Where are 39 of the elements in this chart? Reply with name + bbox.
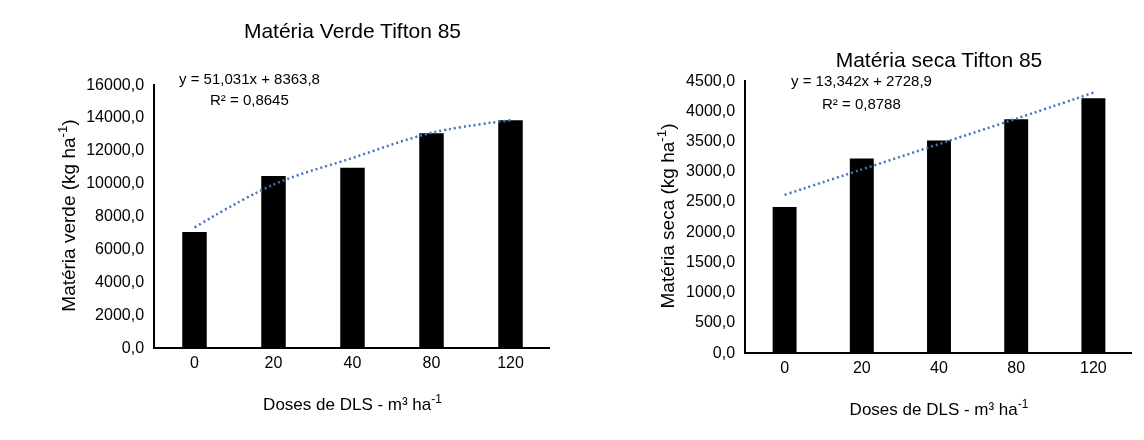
y-tick-label: 1000,0 bbox=[686, 283, 736, 301]
y-tick-label: 0,0 bbox=[712, 343, 736, 361]
x-axis-title: Doses de DLS - m³ ha$^{-1}$ bbox=[263, 391, 443, 415]
y-tick-label: 14000,0 bbox=[86, 108, 145, 126]
chart-title: Matéria Verde Tifton 85 bbox=[243, 19, 462, 43]
y-tick-label: 500,0 bbox=[695, 313, 736, 331]
x-tick-label: 20 bbox=[852, 359, 871, 377]
annotation: y = 13,342x + 2728,9 bbox=[791, 72, 932, 89]
x-tick-label: 0 bbox=[190, 354, 200, 372]
y-tick-label: 6000,0 bbox=[95, 239, 145, 257]
x-tick-label: 40 bbox=[930, 359, 948, 377]
y-tick-label: 2000,0 bbox=[95, 305, 145, 323]
chart-title: Matéria seca Tifton 85 bbox=[835, 47, 1043, 71]
x-tick-label: 0 bbox=[780, 359, 790, 377]
y-tick-label: 2500,0 bbox=[686, 192, 736, 210]
y-tick-label: 2000,0 bbox=[686, 222, 736, 240]
y-tick-label: 16000,0 bbox=[86, 75, 145, 93]
x-tick-label: 80 bbox=[1007, 359, 1026, 377]
y-tick-label: 4000,0 bbox=[95, 272, 145, 290]
y-tick-label: 8000,0 bbox=[95, 207, 145, 225]
y-tick-label: 12000,0 bbox=[86, 141, 145, 159]
x-tick-label: 120 bbox=[497, 354, 524, 372]
annotation: y = 51,031x + 8363,8 bbox=[179, 70, 320, 87]
x-tick-label: 80 bbox=[422, 354, 441, 372]
line-series bbox=[193, 119, 512, 229]
x-axis-title: Doses de DLS - m³ ha$^{-1}$ bbox=[849, 396, 1029, 420]
y-tick-label: 3000,0 bbox=[686, 162, 736, 180]
annotation: R² = 0,8645 bbox=[210, 91, 289, 108]
y-tick-label: 1500,0 bbox=[686, 252, 736, 270]
y-tick-label: 0,0 bbox=[121, 338, 145, 356]
y-tick-label: 10000,0 bbox=[86, 174, 145, 192]
line-series bbox=[783, 91, 1095, 197]
x-tick-label: 20 bbox=[264, 354, 283, 372]
y-tick-label: 3500,0 bbox=[686, 132, 736, 150]
y-tick-label: 4500,0 bbox=[686, 71, 736, 89]
annotation: R² = 0,8788 bbox=[822, 95, 901, 112]
y-tick-label: 4000,0 bbox=[686, 101, 736, 119]
x-tick-label: 120 bbox=[1080, 359, 1107, 377]
x-tick-label: 40 bbox=[343, 354, 362, 372]
